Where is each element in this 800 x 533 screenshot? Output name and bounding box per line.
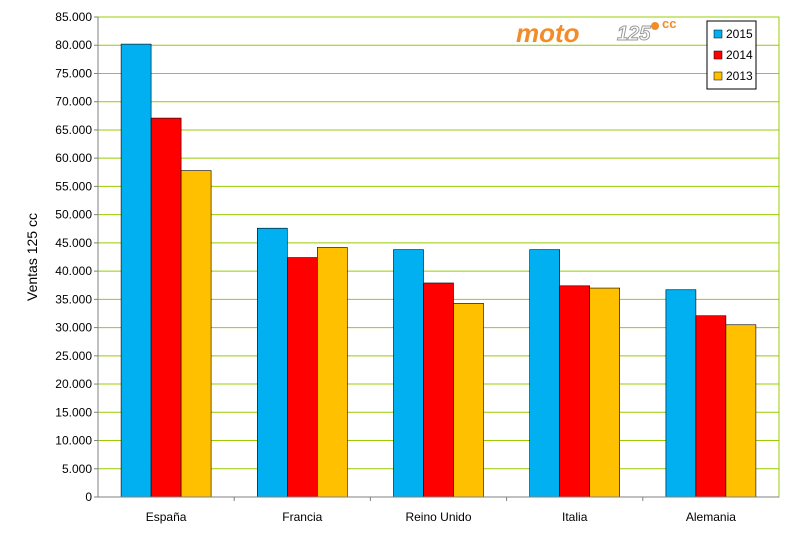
bar-2014 [286, 257, 318, 498]
x-category-label: Francia [282, 510, 322, 524]
watermark-logo: moto 125 cc [516, 16, 676, 48]
y-tick-label: 10.000 [55, 434, 92, 448]
logo-text-moto: moto [516, 18, 580, 48]
logo-dot [651, 22, 659, 30]
x-category-label: Italia [562, 510, 588, 524]
y-tick-label: 45.000 [55, 236, 92, 250]
x-axis-categories: España Francia Reino Unido Italia Alemania [146, 497, 736, 524]
y-tick-label: 75.000 [55, 66, 92, 80]
gridlines [98, 16, 779, 470]
y-tick-label: 55.000 [55, 179, 92, 193]
legend-item: 2015 [713, 27, 753, 41]
bar-2013 [725, 324, 757, 498]
y-tick-label: 40.000 [55, 264, 92, 278]
y-tick-label: 60.000 [55, 151, 92, 165]
y-tick-label: 15.000 [55, 405, 92, 419]
legend-label: 2014 [726, 48, 753, 62]
legend-item: 2014 [713, 48, 753, 62]
bar-2015 [393, 249, 424, 498]
legend-item: 2013 [713, 69, 753, 83]
x-category-label: Alemania [686, 510, 736, 524]
bar-2015 [256, 227, 288, 498]
y-tick-label: 35.000 [55, 292, 92, 306]
bar-2013 [453, 303, 484, 498]
y-tick-label: 25.000 [55, 349, 92, 363]
bar-2014 [559, 285, 591, 498]
y-tick-label: 0 [85, 490, 92, 504]
bar-2013 [316, 247, 348, 498]
bar-2013 [589, 287, 621, 498]
bar-2013 [180, 170, 212, 498]
bar-2015 [120, 43, 152, 498]
legend-swatch-2013 [713, 71, 723, 81]
y-tick-label: 85.000 [55, 10, 92, 24]
y-tick-label: 65.000 [55, 123, 92, 137]
y-tick-label: 5.000 [62, 462, 92, 476]
y-tick-label: 50.000 [55, 208, 92, 222]
x-category-label: Reino Unido [405, 510, 471, 524]
bars [120, 43, 757, 498]
x-category-label: España [146, 510, 187, 524]
legend-swatch-2014 [713, 50, 723, 60]
legend: 2015 2014 2013 [706, 20, 757, 90]
logo-text-125: 125 [617, 23, 651, 45]
y-tick-label: 30.000 [55, 321, 92, 335]
y-axis-title: Ventas 125 cc [24, 213, 40, 301]
legend-label: 2015 [726, 27, 753, 41]
legend-label: 2013 [726, 69, 753, 83]
bar-2015 [665, 289, 697, 498]
bar-2014 [423, 282, 454, 498]
y-axis-ticks: 0 5.000 10.000 15.000 20.000 25.000 30.000 35.0… [55, 10, 98, 504]
legend-swatch-2015 [713, 29, 723, 39]
y-tick-label: 80.000 [55, 38, 92, 52]
bar-2014 [695, 315, 727, 498]
bar-2014 [150, 117, 182, 498]
logo-text-cc: cc [662, 16, 676, 31]
y-tick-label: 70.000 [55, 95, 92, 109]
bar-2015 [529, 249, 561, 498]
y-tick-label: 20.000 [55, 377, 92, 391]
